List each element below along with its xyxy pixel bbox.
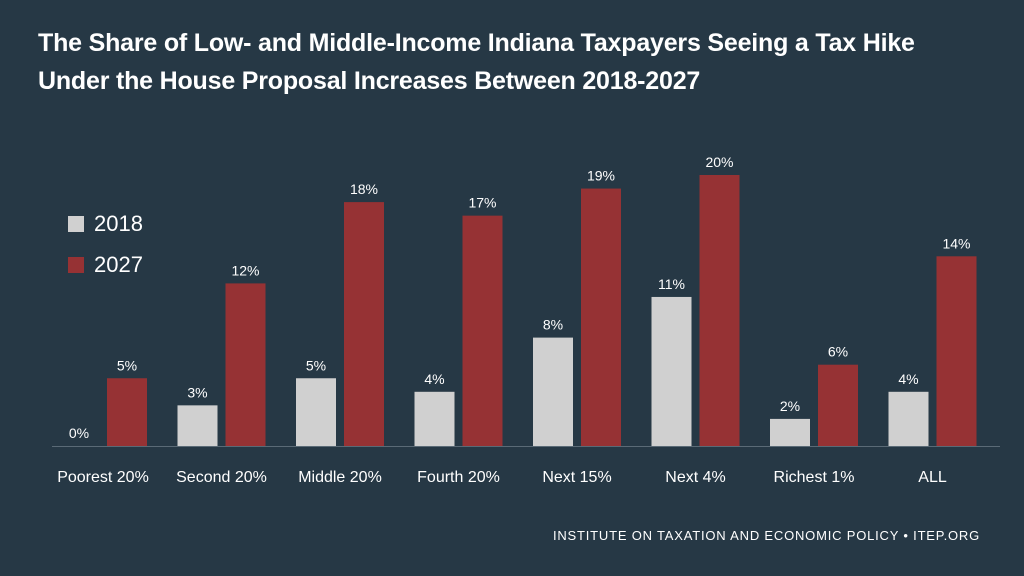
x-tick-label-8: ALL	[918, 469, 947, 486]
bar-2027-5	[581, 188, 621, 447]
x-tick-label-6: Next 4%	[665, 469, 725, 486]
data-label-2018-5: 8%	[543, 317, 563, 333]
bar-2027-7	[818, 364, 858, 446]
data-label-2018-4: 4%	[424, 371, 444, 387]
x-tick-label-3: Middle 20%	[298, 469, 382, 486]
bar-2027-1	[107, 378, 147, 446]
bar-2018-7	[770, 418, 810, 446]
bar-2018-4	[414, 391, 455, 446]
x-tick-label-5: Next 15%	[542, 469, 611, 486]
bar-2018-2	[177, 405, 218, 446]
data-label-2027-1: 5%	[117, 357, 137, 373]
legend-item-2018: 2018	[68, 210, 143, 238]
data-label-2018-7: 2%	[780, 398, 800, 414]
data-label-2027-3: 18%	[350, 181, 378, 197]
legend-item-2027: 2027	[68, 251, 143, 279]
legend-swatch-2027	[68, 257, 84, 273]
data-label-2018-8: 4%	[898, 371, 918, 387]
bar-2018-6	[651, 296, 692, 446]
legend-label-2027: 2027	[94, 252, 143, 277]
data-label-2027-4: 17%	[468, 195, 496, 211]
chart-title-line-1: The Share of Low- and Middle-Income Indi…	[38, 29, 915, 57]
x-tick-label-4: Fourth 20%	[417, 469, 500, 486]
data-label-2027-6: 20%	[705, 154, 733, 170]
x-tick-label-2: Second 20%	[176, 469, 267, 486]
x-tick-label-1: Poorest 20%	[57, 469, 149, 486]
bar-2027-8	[936, 256, 977, 446]
bar-2018-3	[296, 378, 336, 446]
bar-2027-3	[344, 202, 384, 446]
bar-2027-4	[462, 215, 503, 446]
data-label-2027-8: 14%	[942, 235, 970, 251]
bar-2027-6	[699, 175, 740, 446]
data-label-2018-1: 0%	[69, 425, 89, 441]
legend: 2018 2027	[68, 210, 143, 292]
chart-title-line-2: Under the House Proposal Increases Betwe…	[38, 67, 701, 95]
bar-2018-5	[533, 337, 573, 446]
legend-label-2018: 2018	[94, 211, 143, 236]
bar-2018-8	[888, 391, 929, 446]
x-tick-label-7: Richest 1%	[774, 469, 855, 486]
data-label-2027-7: 6%	[828, 344, 848, 360]
legend-swatch-2018	[68, 216, 84, 232]
data-label-2018-3: 5%	[306, 357, 326, 373]
data-label-2027-5: 19%	[587, 168, 615, 184]
data-label-2027-2: 12%	[231, 262, 259, 278]
data-label-2018-6: 11%	[658, 276, 685, 292]
chart-title: The Share of Low- and Middle-Income Indi…	[38, 24, 998, 100]
data-label-2018-2: 3%	[187, 384, 207, 400]
source-footer: INSTITUTE ON TAXATION AND ECONOMIC POLIC…	[552, 528, 980, 543]
bar-2027-2	[225, 283, 266, 446]
